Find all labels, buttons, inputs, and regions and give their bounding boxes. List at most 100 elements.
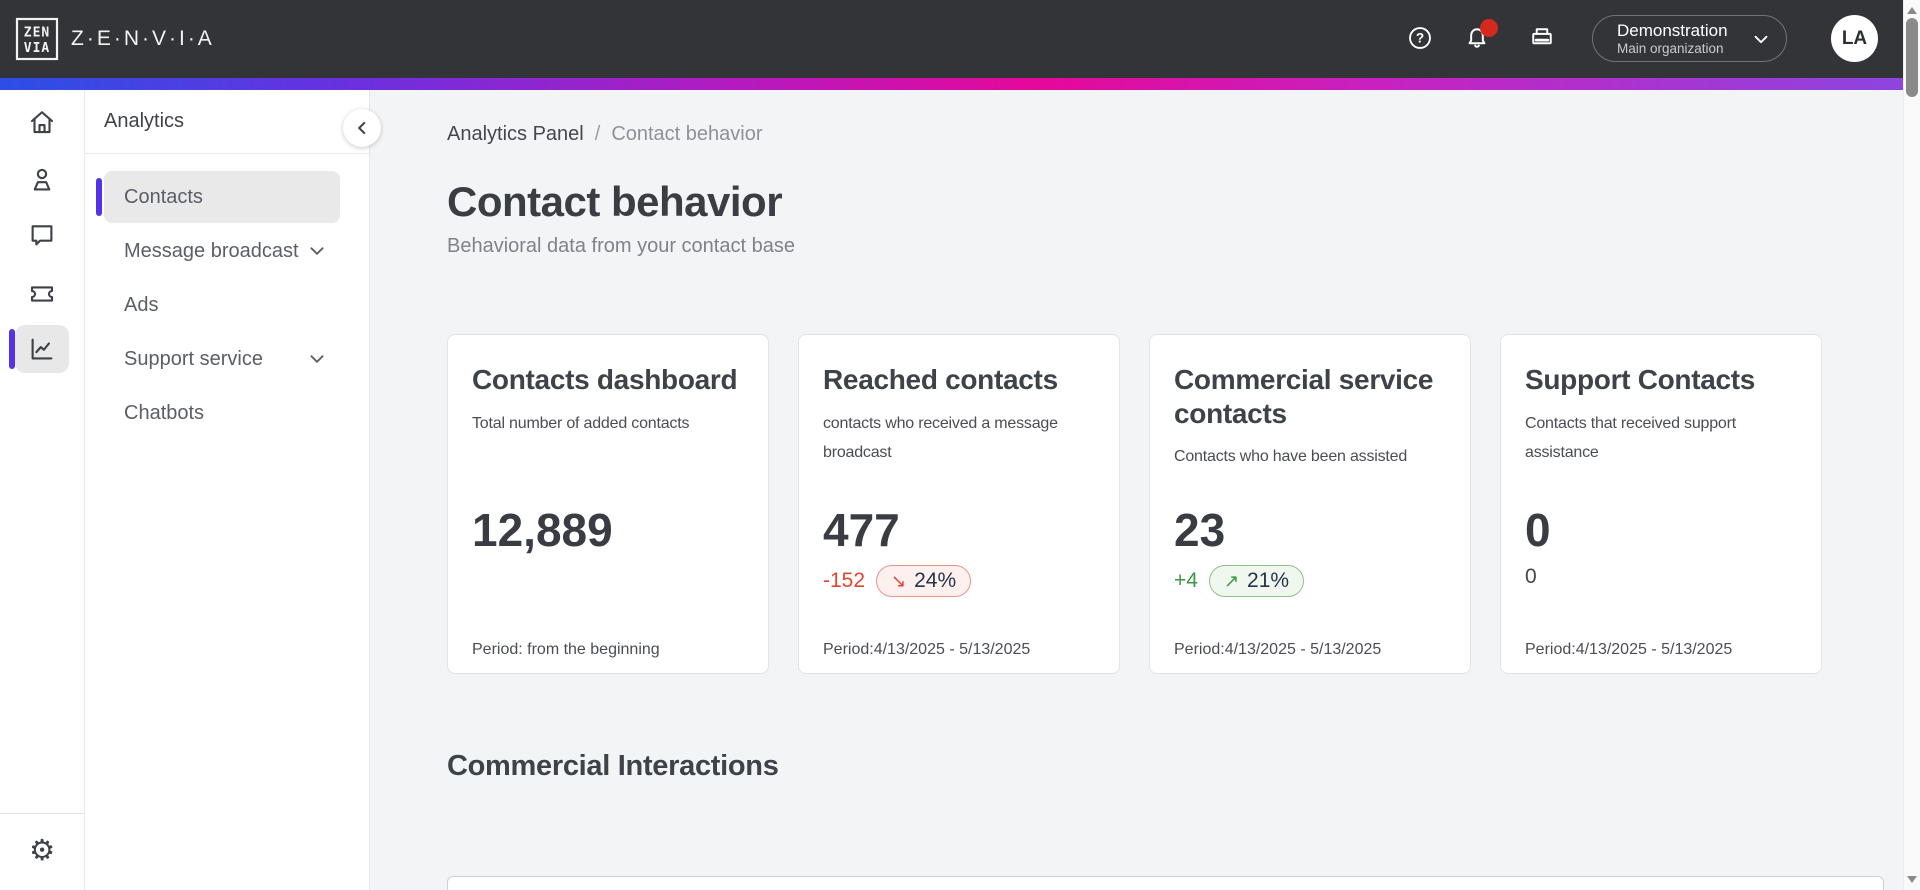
- card-period: Period:4/13/2025 - 5/13/2025: [1174, 641, 1382, 658]
- scrollbar-down-arrow[interactable]: [1907, 876, 1917, 883]
- card-contacts-dashboard: Contacts dashboard Total number of added…: [447, 334, 769, 674]
- icon-rail: ⚙: [0, 90, 85, 890]
- trend-percent: 21%: [1247, 569, 1290, 592]
- card-description: Contacts that received support assistanc…: [1525, 414, 1737, 461]
- rail-active-indicator: [9, 329, 15, 369]
- zenvia-wordmark: Z·E·N·V·I·A: [71, 27, 215, 50]
- gear-icon: ⚙: [29, 832, 55, 867]
- sidebar-item-label: Support service: [124, 347, 263, 370]
- person-icon: [27, 165, 57, 195]
- organization-selector[interactable]: Demonstration Main organization: [1592, 15, 1787, 62]
- card-delta-row: +4 ↗ 21%: [1174, 565, 1305, 597]
- sidebar-item-label: Message broadcast: [124, 239, 299, 262]
- printer-icon: [1528, 24, 1556, 52]
- card-period: Period:4/13/2025 - 5/13/2025: [1525, 641, 1733, 658]
- trend-percent: 24%: [914, 569, 957, 592]
- organization-subtitle: Main organization: [1617, 40, 1724, 56]
- delta-value: 0: [1525, 565, 1537, 588]
- organization-name: Demonstration: [1617, 20, 1728, 40]
- sidebar-item-label: Chatbots: [124, 401, 205, 424]
- card-title: Reached contacts: [823, 364, 1058, 395]
- help-button[interactable]: ?: [1402, 20, 1438, 56]
- card-title: Contacts dashboard: [472, 364, 738, 395]
- zenvia-logo-icon: ZEN VIA: [15, 17, 59, 61]
- delta-value: -152: [823, 569, 866, 592]
- trend-down-icon: ↘: [891, 570, 907, 591]
- home-icon: [27, 107, 57, 137]
- trend-badge: ↘ 24%: [876, 565, 972, 597]
- rail-divider: [0, 813, 84, 814]
- sidebar-item-chatbots[interactable]: Chatbots: [104, 387, 340, 439]
- chevron-down-icon: [308, 350, 326, 368]
- top-bar: ZEN VIA Z·E·N·V·I·A ?: [0, 0, 1920, 78]
- card-period: Period: from the beginning: [472, 641, 660, 658]
- card-value: 23: [1174, 504, 1226, 556]
- breadcrumb-current: Contact behavior: [611, 123, 763, 145]
- scrollbar-up-arrow[interactable]: [1907, 7, 1917, 14]
- sidebar-item-label: Contacts: [124, 185, 203, 208]
- rail-settings-button[interactable]: ⚙: [15, 826, 69, 874]
- sidebar-divider: [85, 153, 369, 154]
- rail-conversations-button[interactable]: [15, 211, 69, 259]
- sidebar-item-label: Ads: [124, 293, 159, 316]
- card-value: 0: [1525, 504, 1551, 556]
- user-avatar[interactable]: LA: [1831, 15, 1878, 62]
- breadcrumb-separator: /: [594, 123, 601, 145]
- chevron-left-icon: [353, 119, 371, 137]
- notifications-button[interactable]: [1459, 19, 1498, 56]
- commercial-interactions-card: [447, 876, 1884, 890]
- zenvia-logo[interactable]: ZEN VIA Z·E·N·V·I·A: [15, 17, 215, 61]
- trend-up-icon: ↗: [1223, 570, 1240, 591]
- sidebar-item-contacts[interactable]: Contacts: [96, 171, 340, 223]
- main-content: Analytics Panel / Contact behavior Conta…: [371, 90, 1903, 890]
- sidebar-item-ads[interactable]: Ads: [104, 279, 340, 331]
- organization-labels: Demonstration Main organization: [1617, 21, 1750, 57]
- scrollbar-thumb[interactable]: [1906, 18, 1918, 97]
- rail-campaigns-button[interactable]: [15, 269, 69, 317]
- svg-text:?: ?: [1416, 31, 1424, 46]
- card-title: Support Contacts: [1525, 364, 1756, 395]
- trend-badge: ↗ 21%: [1208, 565, 1305, 597]
- card-delta-row: 0: [1525, 565, 1537, 589]
- brand-gradient-bar: [0, 78, 1920, 90]
- avatar-initials: LA: [1841, 27, 1868, 49]
- page-subtitle: Behavioral data from your contact base: [447, 235, 795, 257]
- card-reached-contacts: Reached contacts contacts who received a…: [798, 334, 1120, 674]
- rail-analytics-button[interactable]: [15, 325, 69, 373]
- card-description: Contacts who have been assisted: [1174, 448, 1408, 466]
- section-title-commercial-interactions: Commercial Interactions: [447, 750, 779, 782]
- print-button[interactable]: [1524, 20, 1560, 56]
- card-description: contacts who received a message broadcas…: [823, 414, 1058, 461]
- sidebar-item-message-broadcast[interactable]: Message broadcast: [104, 225, 340, 277]
- kpi-cards-row: Contacts dashboard Total number of added…: [447, 334, 1822, 674]
- breadcrumb: Analytics Panel / Contact behavior: [447, 123, 763, 146]
- notification-badge: [1480, 19, 1498, 37]
- svg-text:VIA: VIA: [24, 41, 50, 56]
- card-title: Commercial service contacts: [1174, 364, 1434, 429]
- sidebar-collapse-button[interactable]: [343, 109, 381, 147]
- delta-value: +4: [1174, 569, 1198, 592]
- page-scrollbar[interactable]: [1903, 0, 1920, 890]
- page-title: Contact behavior: [447, 178, 783, 225]
- card-support-contacts: Support Contacts Contacts that received …: [1500, 334, 1822, 674]
- help-icon: ?: [1407, 25, 1433, 51]
- analytics-sidebar: Analytics Contacts Message broadcast Ads…: [85, 90, 370, 890]
- breadcrumb-analytics-panel[interactable]: Analytics Panel: [447, 123, 584, 145]
- svg-text:ZEN: ZEN: [24, 26, 50, 41]
- card-value: 12,889: [472, 504, 613, 556]
- ticket-icon: [27, 278, 57, 308]
- rail-home-button[interactable]: [15, 98, 69, 146]
- rail-contacts-button[interactable]: [15, 156, 69, 204]
- sidebar-title: Analytics: [104, 110, 185, 132]
- chevron-down-icon: [1750, 28, 1772, 50]
- sidebar-item-support-service[interactable]: Support service: [104, 333, 340, 385]
- card-commercial-service-contacts: Commercial service contacts Contacts who…: [1149, 334, 1471, 674]
- card-value: 477: [823, 504, 900, 556]
- chat-bubble-icon: [27, 220, 57, 250]
- card-period: Period:4/13/2025 - 5/13/2025: [823, 641, 1031, 658]
- card-delta-row: -152 ↘ 24%: [823, 565, 972, 597]
- line-chart-icon: [27, 334, 57, 364]
- card-description: Total number of added contacts: [472, 414, 690, 432]
- chevron-down-icon: [308, 242, 326, 260]
- sidebar-menu: Contacts Message broadcast Ads Support s…: [85, 171, 369, 441]
